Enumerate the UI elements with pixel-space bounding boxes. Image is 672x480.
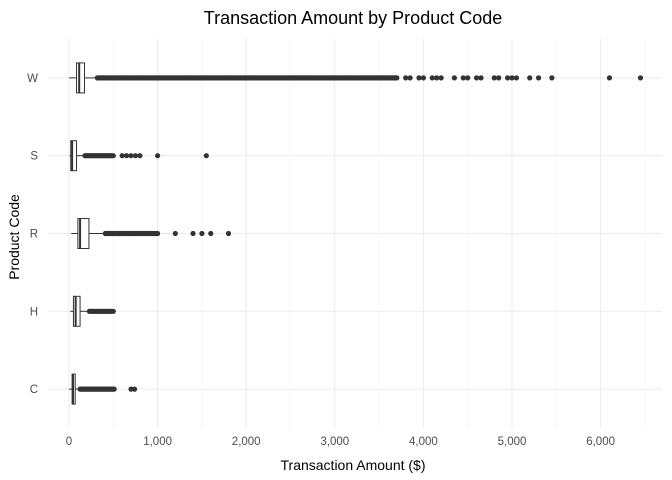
box-iqr <box>70 140 78 172</box>
outlier-point <box>478 75 484 81</box>
box-group-H <box>70 295 116 327</box>
x-tick-label: 5,000 <box>498 436 527 448</box>
outlier-point <box>535 75 542 81</box>
plot-area <box>69 62 644 405</box>
x-tick-label: 1,000 <box>143 436 172 448</box>
outlier-point <box>460 75 466 81</box>
outlier-point <box>131 386 138 392</box>
box-group-W <box>69 62 644 94</box>
box-group-S <box>69 140 209 172</box>
outlier-point <box>119 153 125 159</box>
x-tick-label: 4,000 <box>409 436 438 448</box>
outlier-point <box>132 153 139 159</box>
box-iqr <box>77 218 90 249</box>
x-axis-title: Transaction Amount ($) <box>281 457 426 473</box>
outlier-point <box>496 75 502 81</box>
x-tick-label: 0 <box>66 436 72 448</box>
outlier-point <box>394 75 400 81</box>
outlier-point <box>504 75 511 81</box>
outlier-point <box>549 75 555 81</box>
y-tick-label: H <box>30 306 38 318</box>
y-tick-label: C <box>30 384 38 396</box>
y-tick-label: W <box>27 73 38 85</box>
outlier-point <box>465 75 471 81</box>
box-group-C <box>69 373 138 405</box>
box-group-R <box>71 218 232 249</box>
outlier-point <box>407 75 413 81</box>
outlier-point <box>434 75 440 81</box>
outlier-point <box>110 153 116 159</box>
y-tick-label: R <box>30 229 38 241</box>
x-axis-ticks: 0 1,000 2,000 3,000 4,000 5,000 6,000 <box>66 436 615 448</box>
outlier-point <box>225 230 232 237</box>
outlier-point <box>527 75 533 81</box>
outlier-point <box>451 75 458 81</box>
y-axis-title: Product Code <box>6 194 22 280</box>
outlier-point <box>416 75 422 81</box>
y-tick-label: S <box>30 151 38 163</box>
outlier-point <box>429 75 435 81</box>
outlier-point <box>513 75 520 81</box>
box-iqr <box>72 295 81 327</box>
outlier-point <box>123 153 130 159</box>
outlier-point <box>137 153 143 159</box>
x-tick-label: 6,000 <box>586 436 615 448</box>
chart-title: Transaction Amount by Product Code <box>204 8 503 28</box>
outlier-point <box>128 153 134 159</box>
outlier-point <box>473 75 480 81</box>
outlier-point <box>190 230 196 237</box>
outlier-point <box>208 230 214 237</box>
outlier-point <box>509 75 515 81</box>
outlier-point <box>637 75 644 81</box>
outlier-point <box>420 75 426 81</box>
outlier-point <box>111 386 117 392</box>
outlier-point <box>155 230 161 237</box>
y-axis-ticks: C H R S W <box>27 73 38 396</box>
outlier-point <box>155 153 161 159</box>
x-tick-label: 2,000 <box>232 436 261 448</box>
outlier-point <box>110 308 116 314</box>
box-iqr <box>76 62 86 94</box>
outlier-point <box>172 230 178 237</box>
outlier-point <box>199 230 205 237</box>
outlier-point <box>403 75 409 81</box>
x-tick-label: 3,000 <box>320 436 349 448</box>
outlier-point <box>491 75 497 81</box>
outlier-point <box>606 75 613 81</box>
outlier-point <box>203 153 209 159</box>
outlier-point <box>438 75 444 81</box>
